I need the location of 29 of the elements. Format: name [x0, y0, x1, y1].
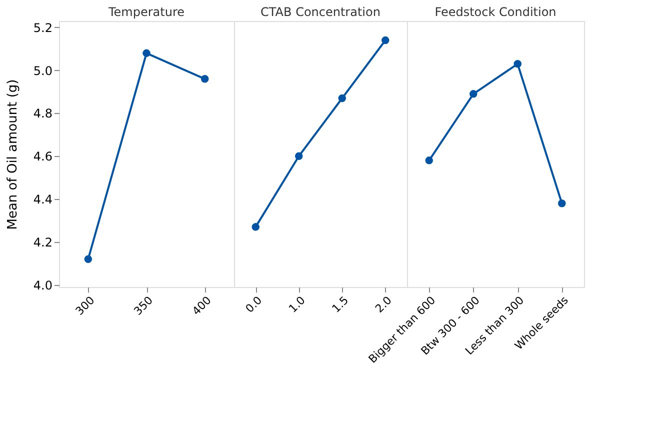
chart-title: CTAB Concentration — [260, 5, 380, 19]
point — [558, 199, 566, 208]
chart-title: Feedstock Condition — [434, 5, 556, 19]
point — [338, 94, 346, 102]
y-tick-label: 4.0 — [33, 278, 52, 292]
x-tick-label: 2.0 — [372, 294, 394, 316]
x-tick-label: 1.0 — [286, 294, 308, 316]
point — [252, 223, 260, 231]
y-tick-label: 4.8 — [33, 106, 52, 121]
point — [295, 152, 303, 160]
y-tick-label: 5.2 — [33, 20, 52, 35]
point — [200, 75, 209, 83]
x-tick-label: 350 — [131, 294, 156, 318]
point — [470, 90, 478, 98]
y-tick-label: 5.0 — [33, 64, 52, 78]
point — [142, 49, 150, 58]
x-tick-label: 300 — [73, 294, 98, 318]
chart-title: Temperature — [107, 5, 185, 19]
point — [425, 156, 433, 164]
point — [84, 255, 92, 263]
point — [514, 60, 522, 68]
x-tick-label: 400 — [190, 294, 214, 318]
y-tick-label: 4.6 — [33, 150, 52, 164]
y-tick-label: 4.4 — [33, 192, 52, 207]
y-tick-label: 4.2 — [33, 235, 52, 250]
x-tick-label: 1.5 — [330, 294, 352, 316]
y-axis-title: Mean of Oil amount (g) — [5, 79, 20, 230]
point — [382, 36, 390, 44]
x-tick-label: 0.0 — [243, 294, 265, 316]
